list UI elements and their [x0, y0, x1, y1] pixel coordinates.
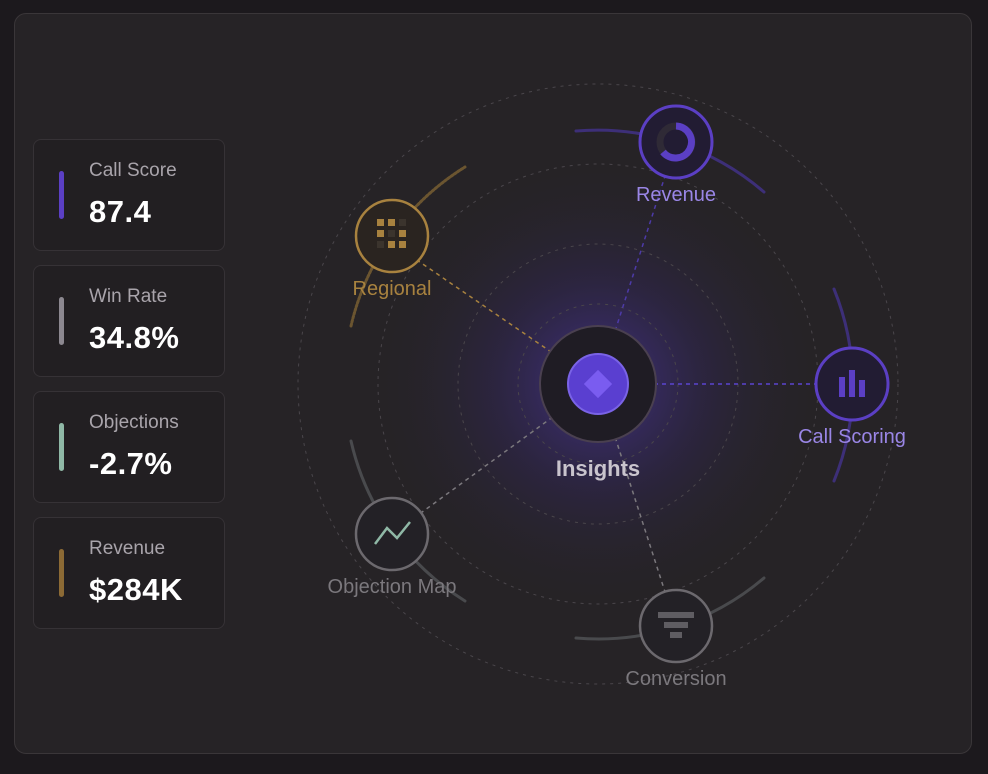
insights-panel: Call Score 87.4 Win Rate 34.8% Objection…: [14, 13, 972, 754]
funnel-icon: [658, 612, 694, 638]
node-label-conversion: Conversion: [625, 668, 727, 690]
metric-label: Call Score: [89, 160, 177, 181]
metric-card-call-score[interactable]: Call Score 87.4: [33, 139, 225, 251]
metric-label: Revenue: [89, 538, 166, 559]
node-call-scoring[interactable]: [814, 346, 890, 422]
node-regional[interactable]: [354, 198, 430, 274]
donut-icon: [656, 122, 696, 162]
metric-label: Win Rate: [89, 286, 168, 307]
metric-accent-bar: [59, 171, 64, 219]
metric-label: Objections: [89, 412, 179, 433]
bar-chart-icon: [839, 370, 865, 397]
node-label-call-scoring: Call Scoring: [798, 426, 906, 448]
node-objection-map[interactable]: [354, 496, 430, 572]
metric-accent-bar: [59, 549, 64, 597]
trend-line-icon: [374, 521, 411, 545]
metric-value: -2.7%: [89, 446, 173, 481]
metric-card-win-rate[interactable]: Win Rate 34.8%: [33, 265, 225, 377]
node-conversion[interactable]: [638, 588, 714, 664]
metric-accent-bar: [59, 297, 64, 345]
radial-diagram: [297, 83, 899, 685]
grid-icon: [377, 219, 406, 248]
metric-value: $284K: [89, 572, 183, 607]
metric-card-revenue[interactable]: Revenue $284K: [33, 517, 225, 629]
metric-accent-bar: [59, 423, 64, 471]
node-label-revenue: Revenue: [635, 184, 717, 206]
hub-node[interactable]: [539, 325, 657, 443]
metric-value: 87.4: [89, 194, 152, 229]
node-revenue[interactable]: [638, 104, 714, 180]
metric-card-objections[interactable]: Objections -2.7%: [33, 391, 225, 503]
metric-value: 34.8%: [89, 320, 180, 355]
hub-label: Insights: [555, 456, 641, 481]
diamond-icon: [583, 369, 613, 399]
metrics-column: Call Score 87.4 Win Rate 34.8% Objection…: [33, 139, 225, 643]
node-label-objection-map: Objection Map: [327, 576, 457, 598]
node-label-regional: Regional: [352, 278, 432, 300]
